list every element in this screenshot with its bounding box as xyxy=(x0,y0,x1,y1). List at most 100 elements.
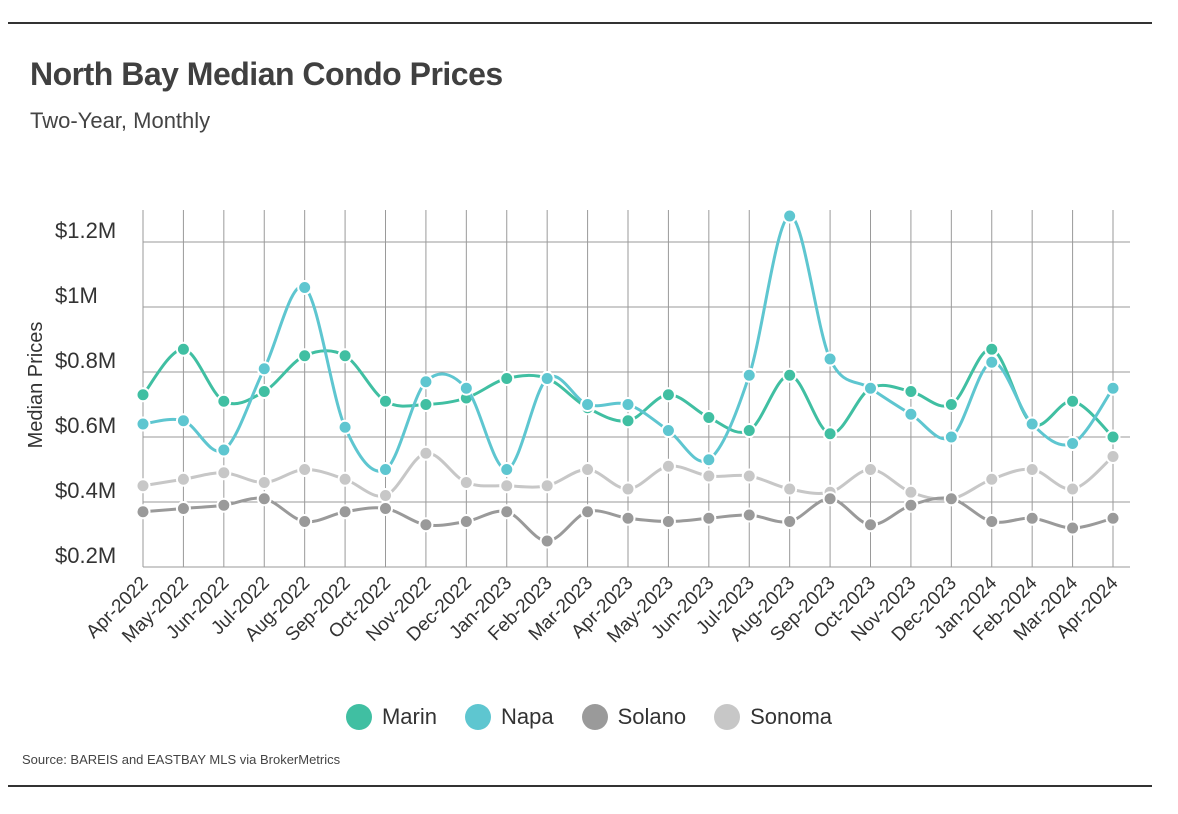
data-point-sonoma xyxy=(499,478,515,494)
data-point-napa xyxy=(539,371,555,386)
data-point-marin xyxy=(943,397,959,412)
y-tick-label: $0.8M xyxy=(55,348,116,373)
data-point-napa xyxy=(620,397,636,412)
data-point-sonoma xyxy=(175,471,191,487)
y-tick-label: $1.2M xyxy=(55,218,116,243)
data-point-marin xyxy=(620,413,636,429)
chart-title: North Bay Median Condo Prices xyxy=(30,56,503,92)
data-point-napa xyxy=(1105,380,1121,396)
data-point-sonoma xyxy=(297,462,313,477)
data-point-napa xyxy=(256,361,272,377)
data-point-solano xyxy=(822,491,838,507)
data-point-marin xyxy=(297,348,313,364)
data-point-marin xyxy=(216,393,232,409)
data-point-napa xyxy=(297,280,313,295)
data-point-solano xyxy=(701,510,717,526)
data-point-napa xyxy=(499,462,515,477)
data-point-solano xyxy=(175,501,191,516)
data-point-solano xyxy=(135,504,151,520)
data-point-napa xyxy=(741,367,757,383)
data-point-marin xyxy=(499,371,515,386)
legend-swatch xyxy=(464,704,491,730)
data-point-napa xyxy=(701,452,717,468)
chart-legend: Marin Napa Solano Sonoma xyxy=(0,704,1178,730)
legend-item-solano: Solano xyxy=(581,704,687,730)
data-point-sonoma xyxy=(418,445,434,461)
y-tick-label: $0.6M xyxy=(55,413,116,438)
series-solano xyxy=(135,491,1121,549)
data-point-marin xyxy=(418,397,434,412)
data-point-solano xyxy=(378,501,393,516)
legend-item-napa: Napa xyxy=(464,704,554,730)
data-point-solano xyxy=(1024,510,1040,526)
data-point-solano xyxy=(863,517,878,533)
data-point-napa xyxy=(337,419,353,435)
data-point-napa xyxy=(580,397,596,412)
data-point-marin xyxy=(660,387,676,403)
chart-subtitle: Two-Year, Monthly xyxy=(30,108,211,133)
data-point-napa xyxy=(216,442,232,458)
data-point-solano xyxy=(216,497,232,513)
data-point-solano xyxy=(660,514,676,529)
series-marin xyxy=(135,341,1121,445)
legend-swatch xyxy=(714,704,741,730)
data-point-marin xyxy=(984,341,1000,357)
data-point-marin xyxy=(822,426,838,442)
data-point-marin xyxy=(1105,429,1121,445)
data-point-marin xyxy=(175,341,191,357)
y-tick-label: $0.4M xyxy=(55,478,116,503)
data-point-napa xyxy=(984,354,1000,370)
legend-label: Napa xyxy=(500,704,554,729)
data-point-marin xyxy=(701,410,717,425)
y-tick-label: $1M xyxy=(55,283,98,308)
y-axis-ticks: $0.2M $0.4M $0.6M $0.8M $1M $1.2M xyxy=(55,218,116,568)
data-point-solano xyxy=(620,510,636,526)
data-point-sonoma xyxy=(660,458,676,474)
data-point-napa xyxy=(458,380,474,396)
x-axis-ticks: Apr-2022May-2022Jun-2022Jul-2022Aug-2022… xyxy=(82,572,1122,647)
data-point-napa xyxy=(822,351,838,367)
series-napa xyxy=(135,208,1121,477)
data-point-solano xyxy=(458,514,474,529)
data-point-marin xyxy=(135,387,151,403)
chart-series xyxy=(135,208,1121,549)
legend-item-sonoma: Sonoma xyxy=(714,704,832,730)
data-point-napa xyxy=(782,208,798,224)
data-point-napa xyxy=(378,462,393,477)
data-point-solano xyxy=(418,517,434,533)
series-sonoma xyxy=(135,445,1121,507)
data-point-sonoma xyxy=(782,481,798,497)
data-point-sonoma xyxy=(135,478,151,494)
data-point-sonoma xyxy=(903,484,919,500)
data-point-solano xyxy=(903,497,919,513)
y-axis-label: Median Prices xyxy=(25,322,47,449)
data-point-marin xyxy=(1065,393,1081,409)
data-point-marin xyxy=(741,423,757,438)
data-point-sonoma xyxy=(378,488,393,503)
bottom-rule xyxy=(8,785,1152,787)
legend-label: Sonoma xyxy=(750,704,833,729)
data-point-sonoma xyxy=(580,462,596,477)
data-point-solano xyxy=(741,507,757,523)
data-point-napa xyxy=(943,429,959,445)
data-point-marin xyxy=(903,384,919,399)
data-point-sonoma xyxy=(1065,481,1081,497)
y-tick-label: $0.2M xyxy=(55,543,116,568)
data-point-solano xyxy=(499,504,515,520)
legend-swatch xyxy=(345,704,372,730)
data-point-sonoma xyxy=(337,471,353,487)
legend-label: Solano xyxy=(617,704,687,729)
data-point-sonoma xyxy=(863,462,878,477)
legend-item-marin: Marin xyxy=(345,704,437,730)
data-point-solano xyxy=(943,491,959,507)
data-point-sonoma xyxy=(984,471,1000,487)
data-point-solano xyxy=(337,504,353,520)
data-point-solano xyxy=(984,514,1000,529)
data-point-solano xyxy=(297,514,313,529)
data-point-solano xyxy=(256,491,272,507)
data-point-napa xyxy=(418,374,434,390)
top-rule xyxy=(8,22,1152,24)
data-point-solano xyxy=(539,533,555,549)
data-point-solano xyxy=(580,504,596,520)
data-point-napa xyxy=(175,413,191,429)
